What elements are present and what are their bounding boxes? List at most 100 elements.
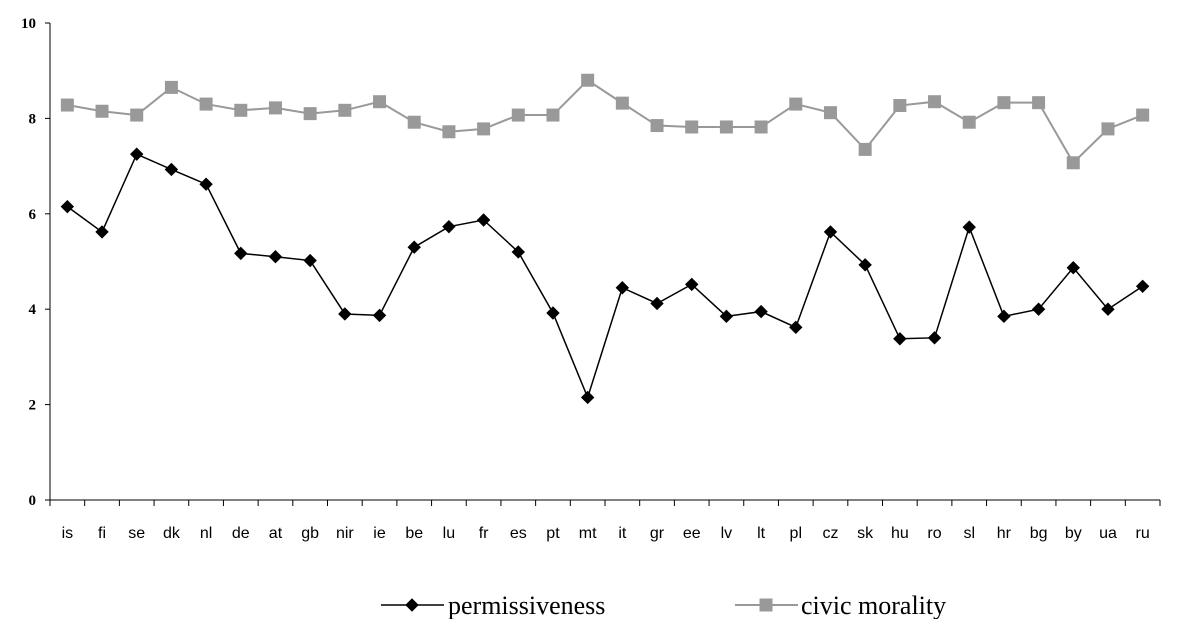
data-point — [581, 73, 595, 87]
data-point — [615, 281, 630, 295]
x-tick-label: sl — [963, 525, 975, 542]
x-tick-label: ua — [1099, 525, 1117, 542]
data-point — [580, 390, 595, 405]
data-point — [442, 219, 456, 234]
y-tick-label: 6 — [29, 207, 37, 223]
x-tick-label: de — [232, 525, 250, 542]
legend: permissiveness civic morality — [381, 591, 946, 619]
x-tick-label: hr — [997, 525, 1012, 542]
data-point — [823, 225, 838, 239]
data-point — [962, 220, 976, 234]
y-tick-label: 0 — [29, 493, 37, 509]
x-tick-label: be — [405, 525, 423, 542]
x-tick-label: lv — [721, 525, 733, 542]
data-point — [268, 250, 283, 264]
data-point — [615, 96, 629, 110]
series-line — [67, 78, 1144, 165]
data-point — [338, 307, 352, 321]
x-tick-label: it — [618, 525, 627, 542]
data-point — [1135, 279, 1150, 294]
legend-label: permissiveness — [448, 591, 605, 619]
legend-label: civic morality — [801, 591, 946, 619]
data-point — [60, 98, 74, 112]
data-point — [1031, 302, 1046, 316]
x-tick-label: fr — [479, 525, 489, 542]
series-layer — [60, 73, 1150, 405]
y-tick-label: 10 — [21, 16, 36, 32]
data-point — [268, 101, 282, 115]
data-point — [685, 120, 699, 134]
x-tick-label: nl — [200, 525, 212, 542]
x-tick-label: gb — [301, 525, 319, 542]
x-tick-label: cz — [822, 525, 838, 542]
y-tick-label: 4 — [29, 302, 37, 318]
data-point — [130, 147, 144, 161]
data-point — [997, 309, 1011, 324]
legend-item: civic morality — [735, 591, 946, 619]
x-tick-label: se — [128, 525, 145, 542]
x-tick-label: lt — [757, 525, 766, 542]
data-point — [754, 304, 768, 319]
data-point — [511, 245, 525, 259]
data-point — [685, 277, 699, 292]
data-point — [754, 120, 768, 134]
data-point — [130, 108, 144, 122]
data-point — [373, 95, 387, 109]
data-point — [1101, 302, 1115, 316]
data-point — [372, 308, 387, 323]
data-point — [546, 306, 560, 320]
x-tick-label: is — [62, 525, 74, 542]
data-point — [927, 331, 942, 345]
data-point — [199, 177, 213, 191]
data-point — [719, 120, 733, 134]
data-point — [60, 199, 75, 214]
data-point — [1066, 156, 1080, 170]
data-point — [858, 142, 872, 156]
data-point — [1101, 122, 1115, 136]
data-point — [893, 99, 907, 113]
data-point — [893, 332, 907, 346]
x-tick-label: dk — [163, 525, 181, 542]
x-tick-label: by — [1065, 525, 1082, 542]
x-tick-label: gr — [650, 525, 665, 542]
series-permissiveness — [60, 147, 1150, 405]
data-point — [234, 103, 248, 117]
data-point — [928, 95, 942, 109]
x-tick-label: sk — [857, 525, 874, 542]
data-point — [95, 225, 109, 239]
legend-item: permissiveness — [381, 591, 605, 619]
data-point — [789, 320, 803, 335]
data-point — [477, 122, 491, 136]
data-point — [650, 296, 664, 311]
y-tick-label: 8 — [29, 111, 37, 127]
data-point — [407, 240, 421, 254]
data-point — [303, 253, 317, 268]
data-point — [407, 115, 421, 129]
data-point — [476, 213, 491, 227]
x-tick-label: nir — [336, 525, 354, 542]
data-point — [442, 125, 456, 139]
data-point — [823, 106, 837, 120]
data-point — [650, 119, 664, 133]
data-point — [164, 80, 178, 94]
series-civic-morality — [60, 73, 1150, 170]
data-point — [338, 103, 352, 117]
data-point — [164, 162, 179, 177]
series-line — [66, 153, 1144, 400]
data-point — [1136, 108, 1150, 122]
data-point — [789, 97, 803, 111]
x-tick-label: pl — [790, 525, 802, 542]
data-point — [1032, 96, 1046, 110]
x-tick-label: es — [510, 525, 527, 542]
data-point — [719, 309, 734, 324]
y-tick-label: 2 — [29, 398, 37, 414]
x-tick-label: bg — [1030, 525, 1048, 542]
data-point — [858, 258, 872, 272]
x-tick-label: mt — [579, 525, 597, 542]
x-tick-label: hu — [891, 525, 909, 542]
x-tick-label: lu — [443, 525, 455, 542]
legend-marker — [759, 598, 773, 612]
chart-axes: 0 2 4 6 8 10 is fi se dk nl de at gb nir ie be lu fr es pt mt… — [21, 16, 1161, 542]
x-tick-label: ee — [683, 525, 701, 542]
data-point — [95, 104, 109, 118]
